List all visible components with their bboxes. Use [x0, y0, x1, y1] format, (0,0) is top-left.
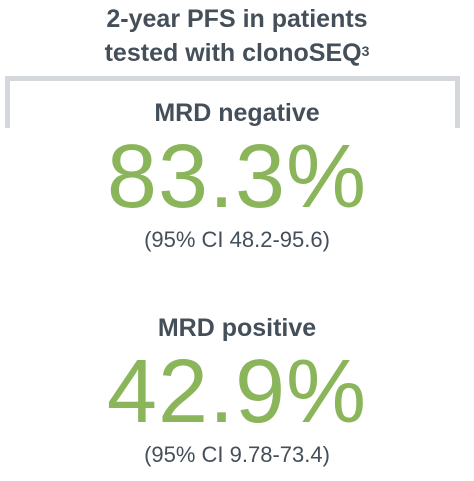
mrd-positive-section: MRD positive 42.9% (95% CI 9.78-73.4) [0, 313, 474, 469]
mrd-negative-section: MRD negative 83.3% (95% CI 48.2-95.6) [0, 98, 474, 254]
title: 2-year PFS in patients tested with clono… [0, 2, 474, 70]
mrd-positive-label: MRD positive [157, 314, 317, 342]
title-line-2: tested with clonoSEQ3 [0, 36, 474, 70]
mrd-negative-ci: (95% CI 48.2-95.6) [144, 227, 330, 252]
title-line-2-text: tested with clonoSEQ [104, 39, 362, 67]
mrd-negative-label: MRD negative [154, 99, 320, 127]
mrd-negative-value: 83.3% [106, 127, 368, 227]
title-line-1: 2-year PFS in patients [106, 5, 368, 33]
mrd-positive-ci: (95% CI 9.78-73.4) [144, 442, 330, 467]
grouping-bracket [5, 76, 460, 128]
footnote-reference: 3 [361, 43, 370, 59]
mrd-positive-value: 42.9% [106, 342, 368, 442]
